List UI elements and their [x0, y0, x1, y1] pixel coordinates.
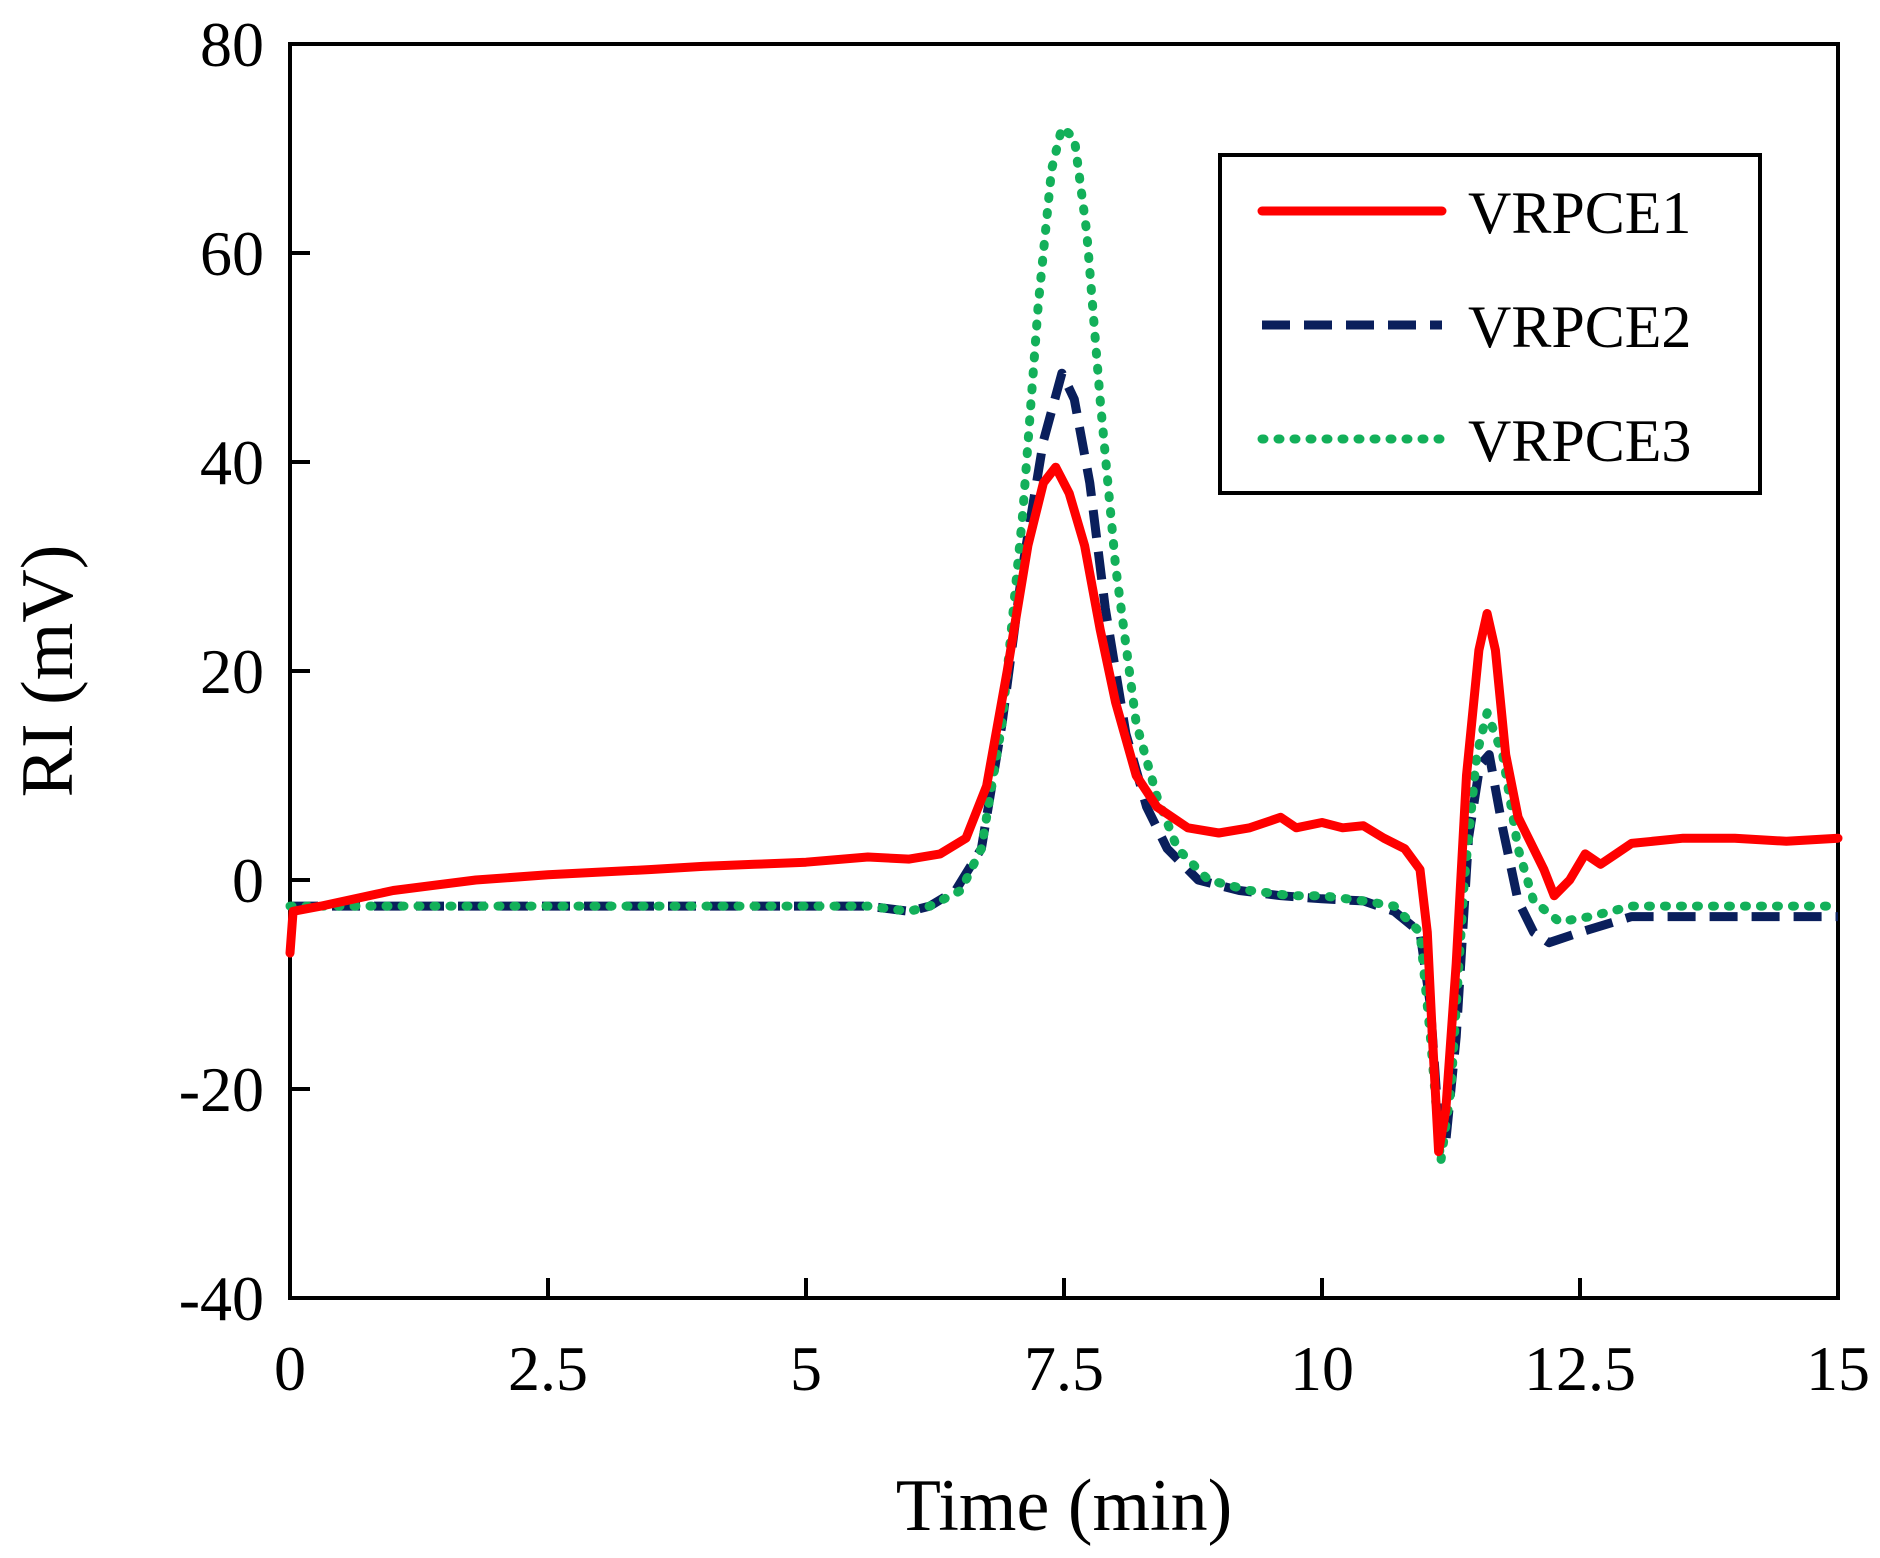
x-tick-label: 5 — [790, 1333, 822, 1404]
x-tick-label: 12.5 — [1524, 1333, 1636, 1404]
legend-label-vrpce3: VRPCE3 — [1468, 408, 1691, 474]
series-line-vrpce1 — [285, 462, 1843, 1157]
y-tick-label: 60 — [200, 218, 264, 289]
x-tick-label: 2.5 — [508, 1333, 588, 1404]
legend-label-vrpce1: VRPCE1 — [1468, 180, 1691, 246]
y-axis-title: RI (mV) — [7, 545, 89, 798]
y-tick-label: -20 — [179, 1054, 264, 1125]
series-line-vrpce2 — [290, 368, 1838, 1146]
tick-layer: 0 2.5 5 7.5 10 12.5 15 80 60 40 20 0 -20 -40 — [179, 9, 1870, 1404]
y-tick-label: 80 — [200, 9, 264, 80]
y-tick-label: 40 — [200, 427, 264, 498]
y-tick-label: 0 — [232, 845, 264, 916]
x-tick-label: 0 — [274, 1333, 306, 1404]
y-tick-label: -40 — [179, 1263, 264, 1334]
x-tick-label: 7.5 — [1024, 1333, 1104, 1404]
x-axis-title: Time (min) — [896, 1465, 1232, 1547]
series-layer — [285, 123, 1843, 1167]
y-tick-label: 20 — [200, 636, 264, 707]
legend-label-vrpce2: VRPCE2 — [1468, 294, 1691, 360]
x-tick-label: 15 — [1806, 1333, 1870, 1404]
series-line-vrpce3 — [285, 123, 1843, 1167]
x-tick-label: 10 — [1290, 1333, 1354, 1404]
legend: VRPCE1 VRPCE2 VRPCE3 — [1218, 153, 1762, 495]
